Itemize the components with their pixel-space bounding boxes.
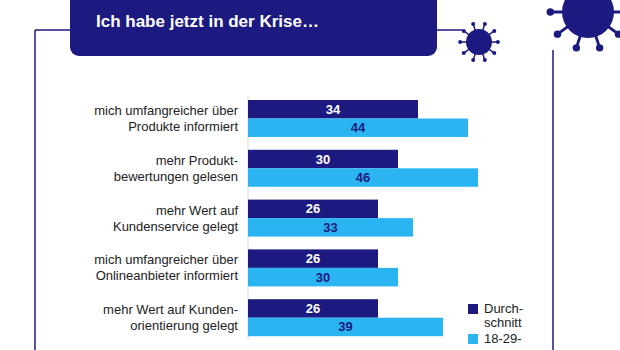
data-label: 34	[326, 102, 341, 117]
virus-knob	[492, 29, 496, 33]
data-label: 30	[316, 152, 330, 167]
bar	[248, 100, 418, 119]
category-label: mehr Wert aufKundenservice gelegt	[113, 203, 238, 234]
category-label-line: bewertungen gelesen	[114, 169, 238, 184]
category-label-line: Onlineanbieter informiert	[96, 268, 239, 283]
data-label: 39	[338, 319, 352, 334]
virus-knob	[492, 51, 496, 55]
labels: mich umfangreicher überProdukte informie…	[94, 102, 370, 335]
virus-icon	[547, 0, 620, 52]
category-label-line: mich umfangreicher über	[94, 252, 238, 267]
data-label: 26	[306, 201, 320, 216]
category-label-line: mich umfangreicher über	[94, 103, 238, 118]
category-label-line: Kundenservice gelegt	[113, 219, 238, 234]
legend: Durch-schnitt18-29-	[468, 301, 523, 346]
legend-label-line: schnitt	[484, 315, 522, 330]
legend-label-line: Durch-	[484, 301, 523, 316]
category-label: mich umfangreicher überOnlineanbieter in…	[94, 252, 238, 283]
data-label: 30	[316, 270, 330, 285]
category-label-line: mehr Wert auf	[156, 203, 239, 218]
category-label-line: mehr Wert auf Kunden-	[103, 302, 238, 317]
virus-knob	[596, 44, 603, 51]
data-label: 44	[351, 120, 366, 135]
chart-svg: Ich habe jetzt in der Krise… mich umfangr…	[0, 0, 620, 350]
virus-knob	[483, 22, 487, 26]
bar	[248, 249, 378, 268]
frame-top	[436, 29, 462, 31]
title: Ich habe jetzt in der Krise…	[96, 12, 319, 31]
title-box	[70, 0, 437, 56]
data-label: 33	[323, 220, 337, 235]
virus-body	[562, 0, 614, 38]
category-label: mehr Produkt-bewertungen gelesen	[114, 153, 238, 184]
data-label: 46	[356, 170, 370, 185]
page: {"chart_data": {"type": "bar", "orientat…	[0, 0, 620, 350]
data-label: 26	[306, 301, 320, 316]
frame-left	[34, 30, 36, 350]
bars	[248, 100, 478, 336]
legend-swatch	[468, 334, 478, 344]
virus-icon	[458, 22, 500, 62]
legend-swatch	[468, 304, 478, 314]
virus-knob	[483, 58, 487, 62]
legend-label: Durch-schnitt	[484, 301, 523, 330]
virus-knob	[547, 8, 554, 15]
category-label: mehr Wert auf Kunden-orientierung gelegt	[103, 302, 238, 333]
virus-knob	[471, 22, 475, 26]
virus-knob	[573, 44, 580, 51]
virus-knob	[462, 29, 466, 33]
category-label-line: Produkte informiert	[128, 119, 238, 134]
category-label: mich umfangreicher überProdukte informie…	[94, 103, 238, 134]
bar	[248, 318, 443, 337]
bar	[248, 168, 478, 187]
frame	[35, 30, 553, 350]
virus-knob	[554, 30, 561, 37]
category-label-line: orientierung gelegt	[130, 318, 238, 333]
virus-knob	[471, 58, 475, 62]
bar	[248, 268, 398, 287]
virus-knob	[496, 40, 500, 44]
chart-container: Ich habe jetzt in der Krise… mich umfangr…	[0, 0, 620, 350]
virus-knob	[458, 40, 462, 44]
virus-knob	[462, 51, 466, 55]
virus-body	[466, 29, 492, 55]
bar	[248, 218, 413, 237]
bar	[248, 200, 378, 219]
bar	[248, 299, 378, 318]
bar	[248, 150, 398, 169]
frame-top	[35, 29, 72, 31]
virus-knob	[615, 30, 620, 37]
range-end-line	[552, 50, 554, 350]
data-label: 26	[306, 251, 320, 266]
legend-label: 18-29-	[484, 331, 522, 346]
legend-label-line: 18-29-	[484, 331, 522, 346]
bar	[248, 119, 468, 138]
category-label-line: mehr Produkt-	[156, 153, 238, 168]
